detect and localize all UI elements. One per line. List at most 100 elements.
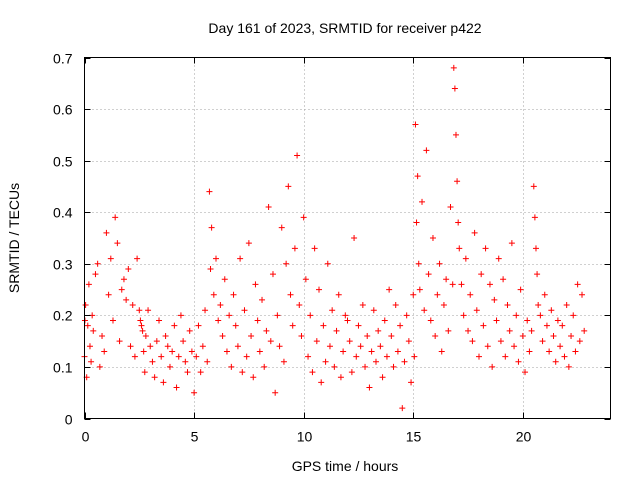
- data-point: [411, 353, 418, 360]
- data-point: [416, 286, 423, 293]
- data-point: [497, 338, 504, 345]
- data-point: [388, 332, 395, 339]
- data-point: [136, 307, 143, 314]
- data-point: [508, 240, 515, 247]
- data-point: [414, 173, 421, 180]
- data-point: [534, 271, 541, 278]
- data-point: [199, 343, 206, 350]
- data-point: [107, 255, 114, 262]
- data-point: [452, 131, 459, 138]
- y-tick-labels: 0 0.1 0.2 0.3 0.4 0.5 0.6 0.7: [53, 51, 73, 428]
- data-point: [92, 271, 99, 278]
- data-point: [287, 291, 294, 298]
- data-point: [302, 276, 309, 283]
- data-point: [419, 198, 426, 205]
- data-point: [394, 348, 401, 355]
- data-point: [397, 322, 404, 329]
- data-point: [280, 358, 287, 365]
- data-point: [537, 312, 544, 319]
- data-point: [171, 322, 178, 329]
- data-point: [254, 317, 261, 324]
- data-point: [197, 369, 204, 376]
- data-point: [357, 343, 364, 350]
- data-point: [355, 322, 362, 329]
- data-point: [489, 363, 496, 370]
- data-point: [333, 327, 340, 334]
- data-point: [123, 296, 130, 303]
- data-point: [300, 214, 307, 221]
- data-point: [340, 348, 347, 355]
- data-point: [506, 327, 513, 334]
- data-point: [289, 322, 296, 329]
- data-point: [267, 338, 274, 345]
- data-point: [531, 214, 538, 221]
- data-point: [94, 260, 101, 267]
- data-point: [337, 374, 344, 381]
- data-point: [272, 389, 279, 396]
- data-point: [202, 307, 209, 314]
- data-point: [458, 281, 465, 288]
- data-point: [283, 260, 290, 267]
- data-point: [372, 358, 379, 365]
- data-point: [221, 276, 228, 283]
- data-point: [164, 343, 171, 350]
- data-point: [386, 286, 393, 293]
- data-point: [90, 327, 97, 334]
- data-point: [375, 327, 382, 334]
- data-point: [445, 327, 452, 334]
- data-point: [383, 353, 390, 360]
- x-tick-label: 15: [406, 429, 422, 445]
- data-point: [495, 255, 502, 262]
- x-axis-label: GPS time / hours: [292, 458, 399, 474]
- y-tick-label: 0: [65, 412, 73, 428]
- data-point: [528, 327, 535, 334]
- data-point: [329, 307, 336, 314]
- data-point: [149, 358, 156, 365]
- data-point: [427, 317, 434, 324]
- data-point: [184, 369, 191, 376]
- data-point: [138, 322, 145, 329]
- data-point: [237, 255, 244, 262]
- data-point: [379, 374, 386, 381]
- data-point: [215, 317, 222, 324]
- data-point: [412, 121, 419, 128]
- data-point: [530, 183, 537, 190]
- data-point: [265, 204, 272, 211]
- data-point: [322, 358, 329, 365]
- data-point: [193, 353, 200, 360]
- y-axis-label: SRMTID / TECUs: [6, 183, 22, 293]
- data-point: [548, 307, 555, 314]
- data-point: [335, 291, 342, 298]
- data-point: [570, 312, 577, 319]
- data-point: [169, 348, 176, 355]
- data-points: [81, 64, 588, 412]
- data-point: [456, 245, 463, 252]
- data-point: [348, 369, 355, 376]
- data-point: [158, 353, 165, 360]
- data-point: [239, 369, 246, 376]
- data-point: [160, 379, 167, 386]
- data-point: [460, 312, 467, 319]
- data-point: [276, 343, 283, 350]
- data-point: [561, 353, 568, 360]
- data-point: [465, 327, 472, 334]
- data-point: [311, 245, 318, 252]
- data-point: [248, 332, 255, 339]
- data-point: [228, 363, 235, 370]
- data-point: [139, 327, 146, 334]
- data-point: [331, 363, 338, 370]
- data-point: [486, 281, 493, 288]
- data-point: [432, 332, 439, 339]
- data-point: [500, 276, 507, 283]
- data-point: [579, 291, 586, 298]
- data-point: [296, 302, 303, 309]
- data-point: [85, 281, 92, 288]
- data-point: [511, 343, 518, 350]
- data-point: [316, 286, 323, 293]
- axis-ticks: [84, 57, 611, 420]
- data-point: [405, 338, 412, 345]
- data-point: [543, 322, 550, 329]
- data-point: [364, 332, 371, 339]
- data-point: [243, 353, 250, 360]
